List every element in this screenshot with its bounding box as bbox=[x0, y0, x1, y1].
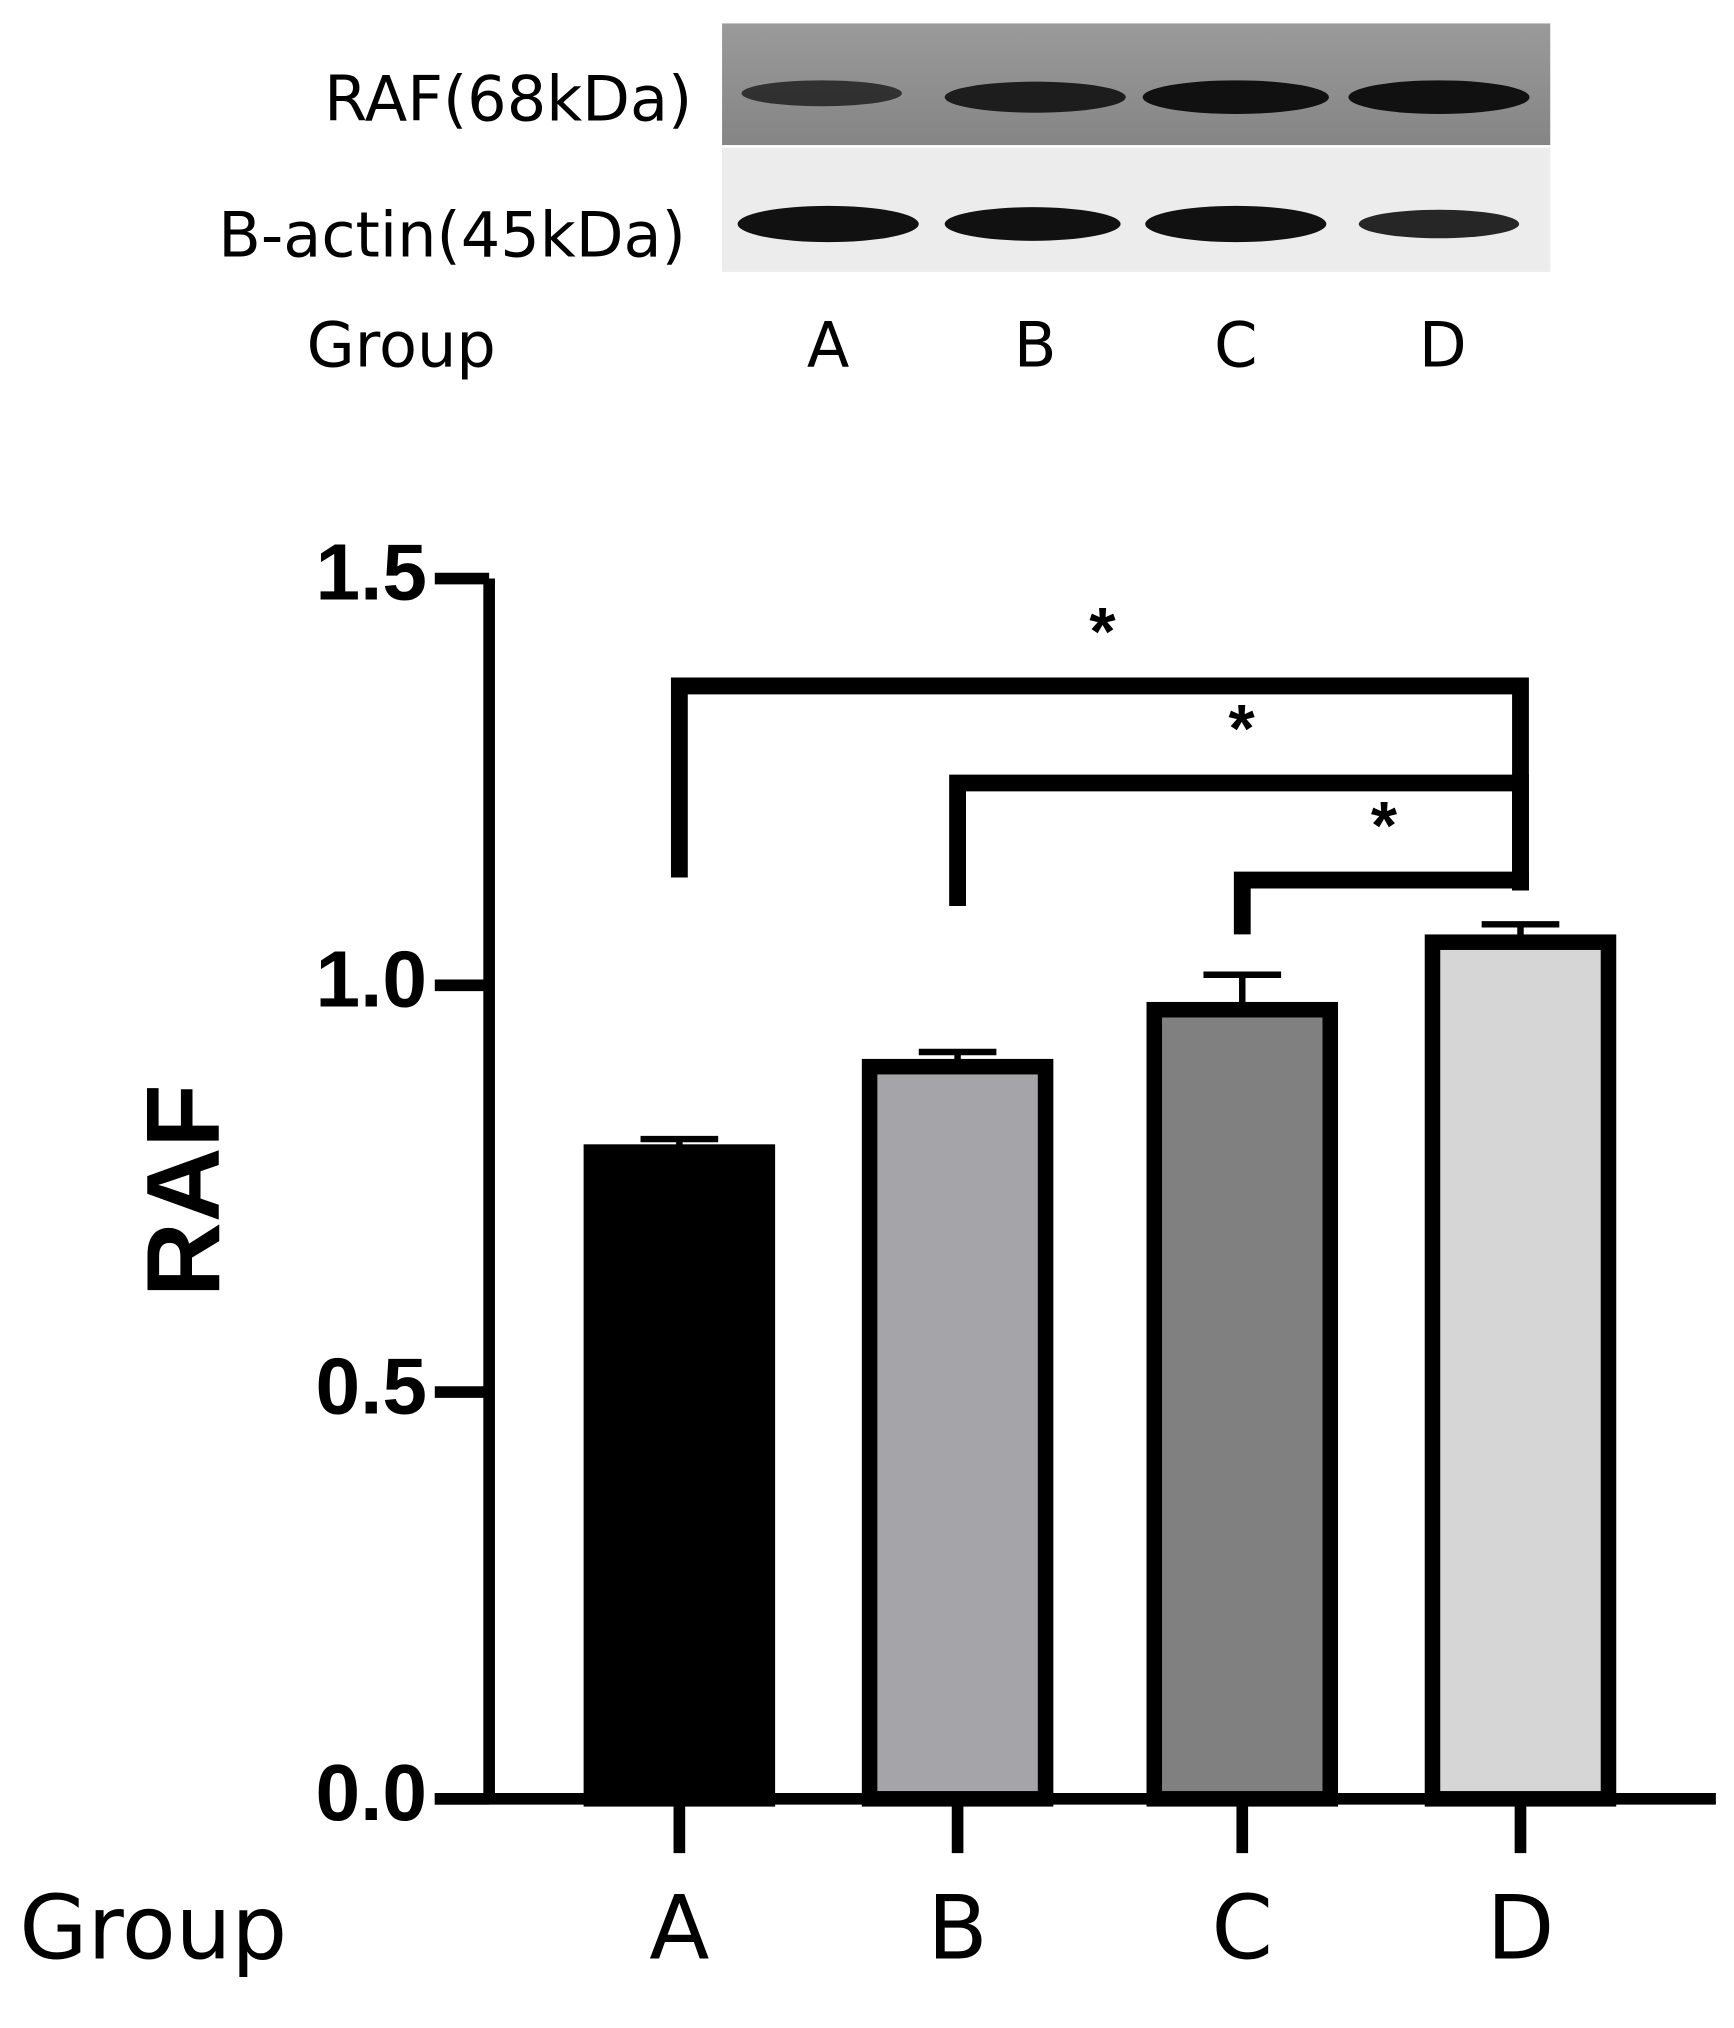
blot-bands bbox=[737, 80, 1530, 243]
bar bbox=[1424, 934, 1617, 1807]
significance-bracket bbox=[1233, 871, 1529, 935]
bar bbox=[1146, 1001, 1339, 1807]
x-axis-label: Group bbox=[19, 1877, 287, 1980]
bar bbox=[583, 1144, 776, 1807]
x-tick-label: B bbox=[927, 1877, 987, 1980]
significance-label: * bbox=[1229, 692, 1256, 767]
blot-lane-label: D bbox=[1419, 309, 1467, 382]
y-tick-label: 0.0 bbox=[316, 1747, 428, 1837]
blot-row-label: RAF(68kDa) bbox=[324, 63, 692, 136]
y-tick-label: 0.5 bbox=[316, 1340, 428, 1430]
y-tick-label: 1.5 bbox=[316, 527, 428, 617]
blot-row-label: B-actin(45kDa) bbox=[218, 199, 686, 272]
y-tick-label: 1.0 bbox=[316, 934, 428, 1024]
blot-lane-label: B bbox=[1014, 309, 1057, 382]
blot-lane-label: A bbox=[807, 309, 850, 382]
x-tick-label: C bbox=[1212, 1877, 1273, 1980]
significance-bracket bbox=[949, 774, 1529, 906]
significance-label: * bbox=[1089, 595, 1116, 670]
blot-axis-label: Group bbox=[307, 309, 496, 382]
significance-label: * bbox=[1371, 789, 1398, 864]
blot-lane-label: C bbox=[1214, 309, 1257, 382]
y-axis-label: RAF bbox=[125, 1084, 241, 1297]
x-tick-label: D bbox=[1487, 1877, 1555, 1980]
x-tick-label: A bbox=[649, 1877, 709, 1980]
bar bbox=[861, 1058, 1054, 1807]
